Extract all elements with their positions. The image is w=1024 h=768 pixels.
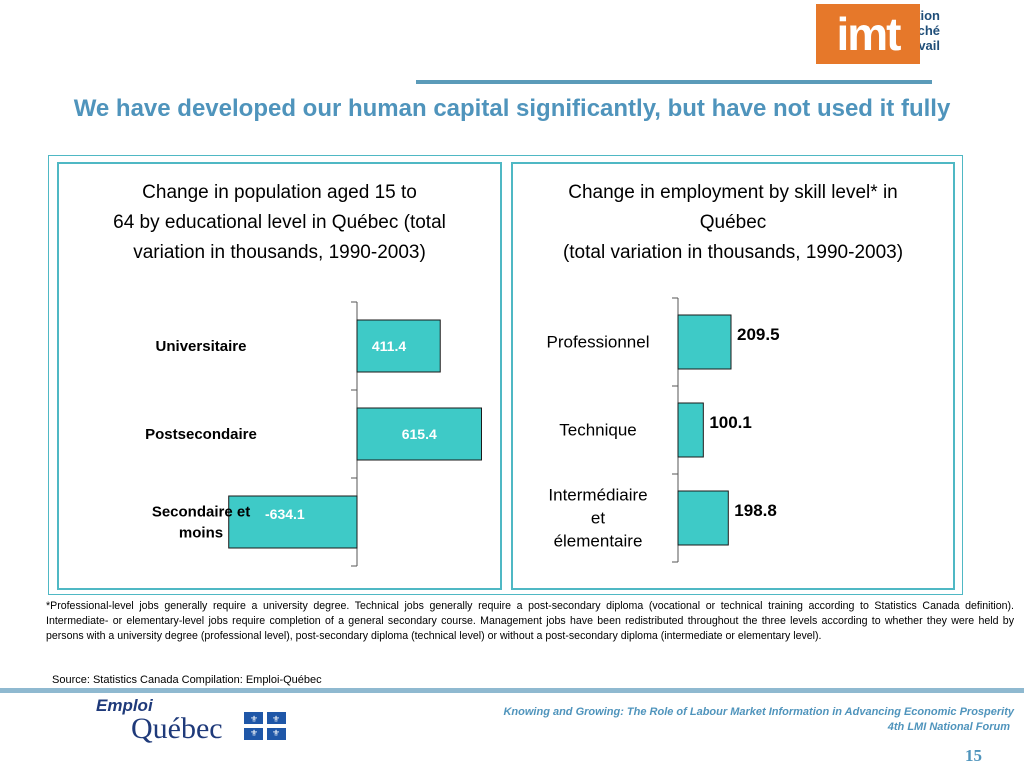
population-bar-1: [356, 319, 441, 373]
population-chart-title-line-3: variation in thousands, 1990-2003): [133, 242, 426, 263]
population-category-label-2: Postsecondaire: [145, 426, 257, 443]
charts-frame: [48, 155, 963, 595]
footer-forum-title: Knowing and Growing: The Role of Labour …: [503, 706, 1014, 718]
header-divider: [416, 80, 932, 84]
population-chart: 411.4 Universitaire 615.4 Postsecondaire -63…: [145, 301, 482, 567]
employment-bar-3: [677, 490, 729, 546]
slide-title: We have developed our human capital sign…: [73, 95, 951, 122]
footnote: *Professional-level jobs generally requi…: [46, 600, 1014, 642]
population-chart-panel: Change in population aged 15 to 64 by ed…: [57, 162, 502, 590]
imt-logo: imt: [816, 4, 920, 64]
employment-category-label-line: élementaire: [554, 532, 643, 551]
source-note: Source: Statistics Canada Compilation: E…: [52, 674, 322, 686]
page-number: 15: [965, 746, 982, 765]
population-data-label-3: -634.1: [265, 506, 305, 522]
employment-chart: 209.5 Professionnel 100.1 Technique 198.8 Int…: [546, 297, 780, 563]
employment-category-label-2: Technique: [559, 421, 637, 440]
employment-category-label-1: Professionnel: [546, 333, 649, 352]
quebec-logo-word: Québec: [131, 712, 223, 745]
population-category-label-line: Postsecondaire: [145, 426, 257, 443]
footer-divider: [0, 688, 1024, 693]
employment-chart-title: Change in employment by skill level* in …: [521, 178, 945, 268]
population-bar-2: [356, 407, 482, 461]
employment-category-label-3: Intermédiaire et élementaire: [548, 486, 647, 551]
employment-data-label-3: 198.8: [734, 501, 777, 520]
population-data-label-1: 411.4: [372, 338, 406, 354]
emploi-logo-word: Emploi: [96, 696, 153, 715]
employment-category-label-line: Intermédiaire: [548, 486, 647, 505]
employment-category-label-line: et: [591, 509, 605, 528]
employment-chart-panel: Change in employment by skill level* in …: [511, 162, 955, 590]
employment-bar-1: [677, 314, 732, 370]
population-data-label-2: 615.4: [402, 426, 437, 442]
quebec-flag-icon: ⚜ ⚜ ⚜ ⚜: [244, 712, 286, 740]
population-category-label-line: moins: [179, 525, 223, 542]
employment-data-label-1: 209.5: [737, 325, 780, 344]
employment-bar-2: [677, 402, 704, 458]
population-category-label-1: Universitaire: [156, 338, 247, 355]
employment-category-label-line: Professionnel: [546, 333, 649, 352]
population-chart-title-line-1: Change in population aged 15 to: [142, 182, 417, 203]
population-category-label-line: Universitaire: [156, 338, 247, 355]
population-category-label-line: Secondaire et: [152, 504, 250, 521]
population-bar-3: [228, 495, 358, 549]
employment-category-label-line: Technique: [559, 421, 637, 440]
employment-data-label-2: 100.1: [709, 413, 752, 432]
employment-chart-title-line-2: Québec: [699, 212, 767, 233]
population-chart-title: Change in population aged 15 to 64 by ed…: [67, 178, 492, 268]
employment-chart-title-line-1: Change in employment by skill level* in: [568, 182, 898, 203]
employment-chart-title-line-3: (total variation in thousands, 1990-2003…: [562, 242, 904, 263]
population-category-label-3: Secondaire et moins: [152, 504, 250, 542]
footer-forum-name: 4th LMI National Forum: [887, 721, 1010, 733]
population-chart-title-line-2: 64 by educational level in Québec (total: [113, 212, 446, 233]
